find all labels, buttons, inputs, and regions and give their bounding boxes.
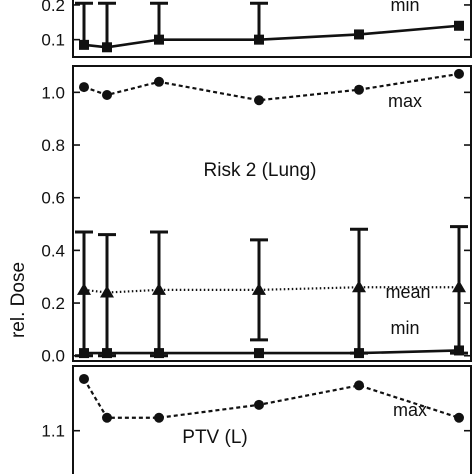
data-point-circle (254, 399, 264, 410)
data-point-square (154, 348, 164, 359)
panel-frame (72, 65, 472, 362)
y-tick-label: 0.1 (41, 31, 65, 50)
y-tick-label: 0.8 (41, 136, 65, 155)
chart-panel: 1.1 max PTV (L) (41, 365, 472, 474)
y-tick-label: 0.0 (41, 347, 65, 366)
data-point-circle (354, 84, 364, 95)
data-point-triangle (252, 282, 266, 295)
plot-area (79, 373, 464, 423)
data-point-triangle (352, 280, 366, 293)
chart-panel: 0.0 0.2 0.4 0.6 0.8 1.0 max mean min Risk 2 (Lung… (41, 65, 472, 366)
series-line (83, 378, 460, 419)
data-point-square (102, 42, 112, 53)
series-label: max (393, 400, 427, 420)
data-point-square (354, 348, 364, 359)
data-point-square (154, 34, 164, 45)
data-point-circle (79, 373, 89, 384)
data-point-square (79, 39, 89, 50)
data-point-circle (254, 95, 264, 106)
y-tick-label: 0.6 (41, 189, 65, 208)
panel-title: Risk 2 (Lung) (204, 160, 317, 181)
series-line (83, 286, 459, 294)
data-point-circle (102, 89, 112, 100)
series-line (83, 24, 460, 49)
series-label: mean (385, 282, 430, 302)
y-tick-label: 1.1 (41, 422, 65, 441)
data-point-circle (79, 82, 89, 93)
data-point-square (79, 348, 89, 359)
data-point-triangle (152, 282, 166, 295)
series-line (84, 349, 460, 355)
panel-frame (72, 0, 472, 58)
data-point-triangle (100, 285, 114, 298)
chart-panel: 0.1 0.2 min (41, 0, 472, 58)
plot-area (75, 1, 464, 53)
panel-title: PTV (L) (182, 427, 247, 448)
data-point-circle (154, 412, 164, 423)
chart-layer: 0.1 0.2 min 0.0 0.2 0.4 0.6 0.8 1.0 max mean min Ris… (41, 0, 472, 474)
data-point-circle (102, 412, 112, 423)
series-label: min (390, 0, 419, 15)
data-point-square (254, 34, 264, 45)
series-label: min (390, 318, 419, 338)
data-point-square (354, 29, 364, 40)
series-label: max (388, 91, 422, 111)
data-point-circle (454, 68, 464, 79)
data-point-circle (154, 76, 164, 87)
y-tick-label: 0.2 (41, 0, 65, 15)
data-point-square (454, 345, 464, 356)
data-point-circle (354, 380, 364, 391)
series-line (83, 72, 460, 102)
y-tick-label: 0.2 (41, 294, 65, 313)
y-tick-label: 0.4 (41, 241, 65, 260)
y-axis-title: rel. Dose (8, 262, 29, 338)
data-point-square (454, 20, 464, 31)
panel-frame (72, 365, 472, 474)
data-point-triangle (77, 282, 91, 295)
plot-area (75, 68, 468, 359)
data-point-square (254, 348, 264, 359)
data-point-circle (454, 412, 464, 423)
y-tick-label: 1.0 (41, 83, 65, 102)
data-point-triangle (452, 280, 466, 293)
data-point-square (102, 348, 112, 359)
